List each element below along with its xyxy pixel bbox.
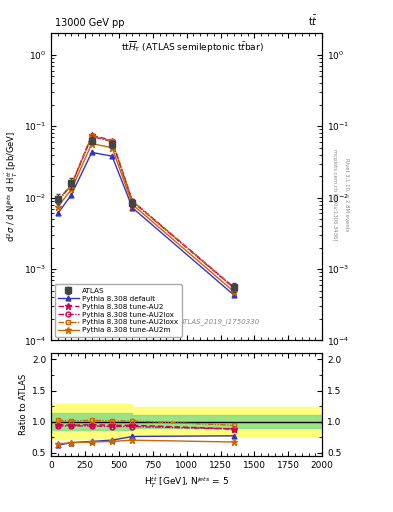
Pythia 8.308 tune-AU2m [110,144,114,151]
Pythia 8.308 tune-AU2lox [55,198,60,204]
Text: 13000 GeV pp: 13000 GeV pp [55,18,125,28]
Line: Pythia 8.308 tune-AU2: Pythia 8.308 tune-AU2 [55,132,237,291]
X-axis label: H$_T^{t\bar{t}}$ [GeV], N$^{jets}$ = 5: H$_T^{t\bar{t}}$ [GeV], N$^{jets}$ = 5 [144,474,229,490]
Pythia 8.308 tune-AU2lox [130,199,135,205]
Text: t$\bar{t}$: t$\bar{t}$ [309,14,318,28]
Pythia 8.308 default [69,191,74,198]
Text: tt$\overline{H}$$_\mathrm{T}$ (ATLAS semileptonic t$\bar{t}$bar): tt$\overline{H}$$_\mathrm{T}$ (ATLAS sem… [121,39,263,55]
Pythia 8.308 tune-AU2loxx [110,138,114,144]
Pythia 8.308 tune-AU2m [69,186,74,193]
Pythia 8.308 default [232,292,237,298]
Pythia 8.308 tune-AU2m [232,289,237,295]
Text: ATLAS_2019_I1750330: ATLAS_2019_I1750330 [179,318,259,325]
Line: Pythia 8.308 tune-AU2loxx: Pythia 8.308 tune-AU2loxx [55,134,237,290]
Pythia 8.308 default [55,210,60,217]
Pythia 8.308 tune-AU2 [130,198,135,204]
Pythia 8.308 tune-AU2m [90,141,94,147]
Pythia 8.308 tune-AU2lox [90,133,94,139]
Text: mcplots.cern.ch [arXiv:1306.3436]: mcplots.cern.ch [arXiv:1306.3436] [332,149,337,240]
Pythia 8.308 tune-AU2m [55,203,60,209]
Pythia 8.308 tune-AU2loxx [55,198,60,204]
Pythia 8.308 tune-AU2loxx [90,133,94,139]
Pythia 8.308 default [90,150,94,156]
Pythia 8.308 tune-AU2m [130,202,135,208]
Pythia 8.308 tune-AU2 [232,285,237,291]
Pythia 8.308 tune-AU2lox [69,182,74,188]
Pythia 8.308 tune-AU2 [110,137,114,143]
Pythia 8.308 tune-AU2loxx [232,285,237,291]
Pythia 8.308 tune-AU2lox [110,138,114,144]
Pythia 8.308 tune-AU2lox [232,285,237,291]
Pythia 8.308 tune-AU2loxx [130,198,135,204]
Legend: ATLAS, Pythia 8.308 default, Pythia 8.308 tune-AU2, Pythia 8.308 tune-AU2lox, Py: ATLAS, Pythia 8.308 default, Pythia 8.30… [55,284,182,337]
Pythia 8.308 default [130,205,135,211]
Y-axis label: Ratio to ATLAS: Ratio to ATLAS [19,374,28,435]
Pythia 8.308 tune-AU2 [55,197,60,203]
Line: Pythia 8.308 default: Pythia 8.308 default [55,150,237,297]
Pythia 8.308 default [110,153,114,159]
Y-axis label: d$^2\sigma$ / d N$^{jets}$ d H$_T^{t\bar{t}}$ [pb/GeV]: d$^2\sigma$ / d N$^{jets}$ d H$_T^{t\bar… [4,131,20,243]
Line: Pythia 8.308 tune-AU2m: Pythia 8.308 tune-AU2m [55,140,237,295]
Pythia 8.308 tune-AU2 [90,132,94,138]
Text: Rivet 3.1.10, ≥ 2.8M events: Rivet 3.1.10, ≥ 2.8M events [344,158,349,231]
Pythia 8.308 tune-AU2 [69,182,74,188]
Line: Pythia 8.308 tune-AU2lox: Pythia 8.308 tune-AU2lox [55,134,237,291]
Pythia 8.308 tune-AU2loxx [69,182,74,188]
